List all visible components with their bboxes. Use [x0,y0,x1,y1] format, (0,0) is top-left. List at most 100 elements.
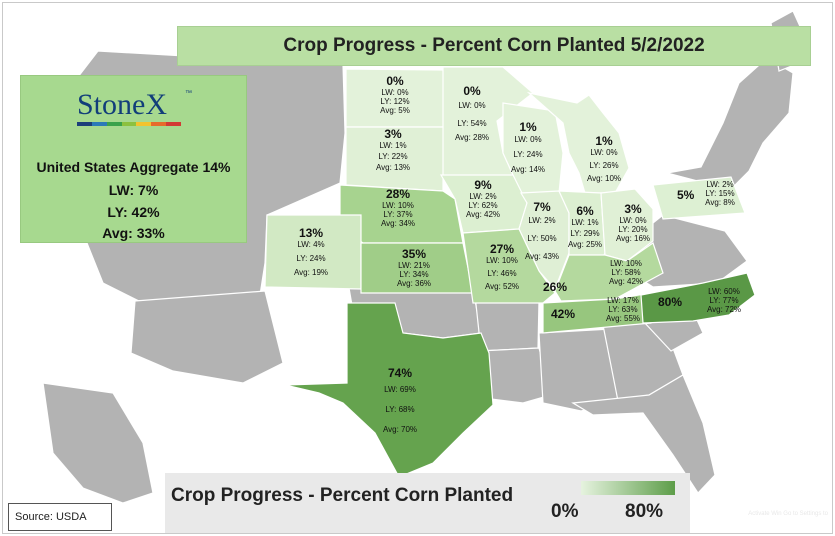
co-ly: LY: 24% [296,254,326,263]
state-label-tx: 74% LW: 69% LY: 68% Avg: 70% [375,367,425,434]
legend-title: Crop Progress - Percent Corn Planted [171,485,514,506]
reporting-states [264,66,756,478]
state-label-ks: 35% LW: 21% LY: 34% Avg: 36% [389,248,439,288]
mi-pct: 1% [595,134,613,148]
sd-avg: Avg: 13% [375,163,411,172]
aggregate-panel: StoneX ™ United States Aggregate 14% LW:… [20,75,247,243]
tx-lw: LW: 69% [384,385,416,394]
state-ak [42,382,154,504]
logo-color-bar [77,122,182,126]
ky-avg: Avg: 42% [608,277,644,286]
nc-lw: LW: 60% [708,287,740,296]
pa-avg: Avg: 8% [705,198,735,207]
aggregate-line3: LY: 42% [107,204,160,220]
mn-avg: Avg: 28% [454,133,490,142]
tn-lw: LW: 17% [607,296,639,305]
ne-pct: 28% [385,187,411,201]
wi-lw: LW: 0% [514,135,542,144]
sd-ly: LY: 22% [378,152,408,161]
tn-ly: LY: 63% [608,305,638,314]
nd-avg: Avg: 5% [380,106,410,115]
sd-pct: 3% [384,127,402,141]
ne-ly: LY: 37% [383,210,413,219]
pa-pct: 5% [677,188,695,202]
aggregate-line4: Avg: 33% [102,225,165,241]
wi-pct: 1% [519,120,537,134]
mn-lw: LW: 0% [458,101,486,110]
il-ly: LY: 50% [527,234,557,243]
source-note: Source: USDA [8,503,112,531]
nc-ly: LY: 77% [709,296,739,305]
nc-avg: Avg: 72% [706,305,742,314]
state-label-wi: 1% LW: 0% LY: 24% Avg: 14% [508,121,548,174]
state-label-mo: 27% LW: 10% LY: 46% Avg: 52% [477,243,527,291]
state-label-il: 7% LW: 2% LY: 50% Avg: 43% [522,201,562,261]
legend-low: 0% [551,501,579,522]
state-southwest [130,290,284,384]
us-map [42,10,804,509]
mn-ly: LY: 54% [457,119,487,128]
ia-pct: 9% [474,178,492,192]
state-label-ky: 26% LW: 10% LY: 58% Avg: 42% [543,259,653,294]
wi-avg: Avg: 14% [510,165,546,174]
state-label-ia: 9% LW: 2% LY: 62% Avg: 42% [460,179,506,219]
state-label-ne: 28% LW: 10% LY: 37% Avg: 34% [373,188,423,228]
ia-avg: Avg: 42% [465,210,501,219]
state-mo-shape [462,228,556,304]
non-reporting-states [42,10,804,509]
legend-gradient [581,481,675,495]
ks-pct: 35% [401,247,427,261]
aggregate-line2: LW: 7% [108,182,159,198]
co-avg: Avg: 19% [293,268,329,277]
state-label-in: 6% LW: 1% LY: 29% Avg: 25% [563,205,607,249]
in-avg: Avg: 25% [567,240,603,249]
state-label-mi: 1% LW: 0% LY: 26% Avg: 10% [583,135,625,183]
aggregate-line1: United States Aggregate 14% [36,159,231,175]
tn-avg: Avg: 55% [605,314,641,323]
sd-lw: LW: 1% [379,141,407,150]
legend: Crop Progress - Percent Corn Planted 0% … [165,473,690,533]
mo-pct: 27% [489,242,515,256]
il-avg: Avg: 43% [524,252,560,261]
chart-title: Crop Progress - Percent Corn Planted 5/2… [177,26,811,66]
state-label-tn: 42% LW: 17% LY: 63% Avg: 55% [551,296,651,323]
state-label-nc: 80% LW: 60% LY: 77% Avg: 72% [658,287,750,314]
oh-ly: LY: 20% [618,225,648,234]
pa-ly: LY: 15% [705,189,735,198]
state-fl [571,374,716,494]
co-lw: LW: 4% [297,240,325,249]
stonex-logo: StoneX [77,88,167,121]
ia-ly: LY: 62% [468,201,498,210]
ky-lw: LW: 10% [610,259,642,268]
nd-pct: 0% [386,74,404,88]
il-lw: LW: 2% [528,216,556,225]
il-pct: 7% [533,200,551,214]
nd-lw: LW: 0% [381,88,409,97]
state-label-nd: 0% LW: 0% LY: 12% Avg: 5% [370,75,420,115]
state-label-sd: 3% LW: 1% LY: 22% Avg: 13% [367,128,419,172]
state-tx-shape [284,302,494,478]
mo-lw: LW: 10% [486,256,518,265]
nd-ly: LY: 12% [380,97,410,106]
legend-high: 80% [625,501,664,522]
state-label-oh: 3% LW: 0% LY: 20% Avg: 16% [611,203,655,243]
state-nc-shape [640,272,756,324]
wi-ly: LY: 24% [513,150,543,159]
mi-lw: LW: 0% [590,148,618,157]
state-label-pa: 5% LW: 2% LY: 15% Avg: 8% [673,180,739,207]
ne-avg: Avg: 34% [380,219,416,228]
nc-pct: 80% [658,295,683,309]
mi-avg: Avg: 10% [586,174,622,183]
state-ny-ne [666,57,794,188]
mi-ly: LY: 26% [589,161,619,170]
in-lw: LW: 1% [571,218,599,227]
ky-pct: 26% [543,280,568,294]
mo-ly: LY: 46% [487,269,517,278]
in-pct: 6% [576,204,594,218]
os-watermark: Activate Win Go to Settings to [748,511,828,517]
state-label-co: 13% LW: 4% LY: 24% Avg: 19% [288,227,334,277]
in-ly: LY: 29% [570,229,600,238]
co-pct: 13% [298,226,324,240]
tx-pct: 74% [387,366,413,380]
